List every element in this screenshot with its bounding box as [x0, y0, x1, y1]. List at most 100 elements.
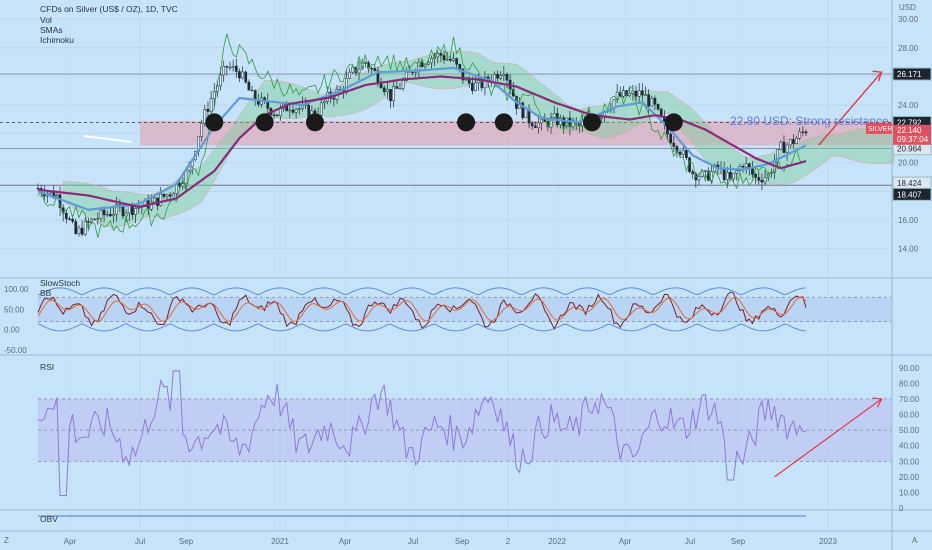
level-tag-label: 18.424 [897, 179, 922, 188]
rsi-tick-label: 90.00 [899, 364, 920, 373]
rsi-tick-label: 20.00 [899, 473, 920, 482]
candle-body [165, 194, 169, 197]
price-tick-label: 30.00 [898, 15, 919, 24]
resistance-touch-points [205, 113, 683, 132]
candle-body [238, 71, 241, 79]
rsi-tick-label: 80.00 [899, 379, 920, 388]
candle-body [109, 214, 112, 217]
candle-body [562, 117, 565, 127]
candle-body [552, 113, 556, 118]
candle-body [323, 100, 326, 104]
candle-body [467, 79, 471, 84]
candle-body [801, 131, 805, 133]
candle-body [474, 82, 477, 91]
time-axis[interactable]: Apr Jul Sep 2021 Apr Jul Sep 2 2022 Apr Jul Sep 2023 [64, 537, 838, 546]
candle-body [71, 218, 74, 222]
candle-body [382, 87, 386, 93]
candle-body [275, 114, 279, 117]
candle-body [209, 98, 213, 112]
candle-body [754, 174, 757, 178]
stoch-title[interactable]: SlowStoch [40, 278, 80, 288]
price-tick-label: 14.00 [898, 245, 919, 254]
rsi-tick-label: 70.00 [899, 395, 920, 404]
candle-body [288, 109, 292, 112]
candle-body [622, 90, 625, 97]
candle-body [458, 63, 462, 70]
candle-body [398, 88, 402, 90]
candle-body [134, 208, 137, 215]
candle-body [392, 86, 396, 102]
candle-body [798, 131, 802, 139]
candle-body [159, 193, 163, 206]
candle-body [751, 167, 754, 175]
candle-body [386, 89, 389, 93]
candle-body [675, 146, 679, 153]
candle-body [127, 205, 131, 214]
level-tag-label: 22.792 [897, 118, 922, 127]
candle-body [83, 221, 87, 235]
candle-body [149, 201, 153, 210]
candle-body [241, 71, 244, 79]
candle-body [294, 109, 298, 113]
candle-body [219, 74, 222, 87]
white-marker-line [83, 135, 133, 143]
time-tick-label: Jul [408, 537, 418, 546]
touch-point [664, 113, 683, 132]
candle-body [521, 102, 525, 119]
candle-body [647, 94, 650, 107]
candle-body [477, 80, 481, 84]
candle-body [448, 58, 452, 61]
candle-body [234, 65, 238, 72]
corner-left-label[interactable]: Z [4, 536, 9, 545]
candle-body [452, 58, 455, 61]
candle-body [644, 94, 647, 96]
candle-body [461, 68, 465, 81]
candle-body [99, 209, 103, 219]
time-tick-label: 2023 [819, 537, 837, 546]
stoch-pane[interactable] [37, 287, 892, 332]
rsi-tick-label: 40.00 [899, 442, 920, 451]
candle-body [64, 213, 68, 220]
arrow-head [872, 70, 883, 82]
candle-body [206, 108, 210, 112]
candle-body [735, 170, 739, 174]
price-tag-countdown: 09:37:04 [897, 135, 929, 144]
touch-point [494, 113, 513, 132]
candle-body [653, 97, 657, 105]
price-pane[interactable]: 22.80 USD: Strong resistance [0, 0, 895, 531]
chart-title: CFDs on Silver (US$ / OZ), 1D, TVC [40, 4, 178, 14]
indicator-ichimoku[interactable]: Ichimoku [40, 35, 74, 45]
candle-body [171, 193, 175, 197]
candle-body [445, 58, 449, 61]
bb-title[interactable]: BB [40, 288, 52, 298]
stoch-tick-label: -50.00 [4, 346, 27, 355]
indicator-smas[interactable]: SMAs [40, 25, 63, 35]
candle-body [628, 93, 632, 96]
rsi-title[interactable]: RSI [40, 362, 54, 372]
candle-body [722, 167, 726, 181]
cloud-fill [62, 50, 895, 229]
candle-body [782, 141, 786, 153]
candle-body [420, 62, 424, 67]
candle-body [212, 91, 216, 99]
obv-title[interactable]: OBV [40, 514, 58, 524]
candle-body [389, 89, 392, 102]
candle-body [496, 74, 499, 79]
corner-right-label[interactable]: A [912, 536, 918, 545]
time-tick-label: Jul [135, 537, 145, 546]
time-tick-label: Sep [179, 537, 194, 546]
indicator-vol[interactable]: Vol [40, 15, 52, 25]
candle-body [181, 183, 185, 187]
rsi-pane[interactable] [37, 370, 892, 496]
candle-body [795, 138, 798, 144]
candle-body [244, 71, 248, 83]
stoch-tick-label: 50.00 [4, 305, 25, 314]
candle-body [68, 218, 71, 220]
candle-body [732, 172, 735, 180]
time-tick-label: Apr [619, 537, 632, 546]
candle-body [228, 66, 232, 69]
resistance-annotation: 22.80 USD: Strong resistance [730, 114, 889, 128]
candle-body [505, 74, 509, 81]
candle-body [357, 68, 361, 74]
candle-body [669, 133, 673, 144]
